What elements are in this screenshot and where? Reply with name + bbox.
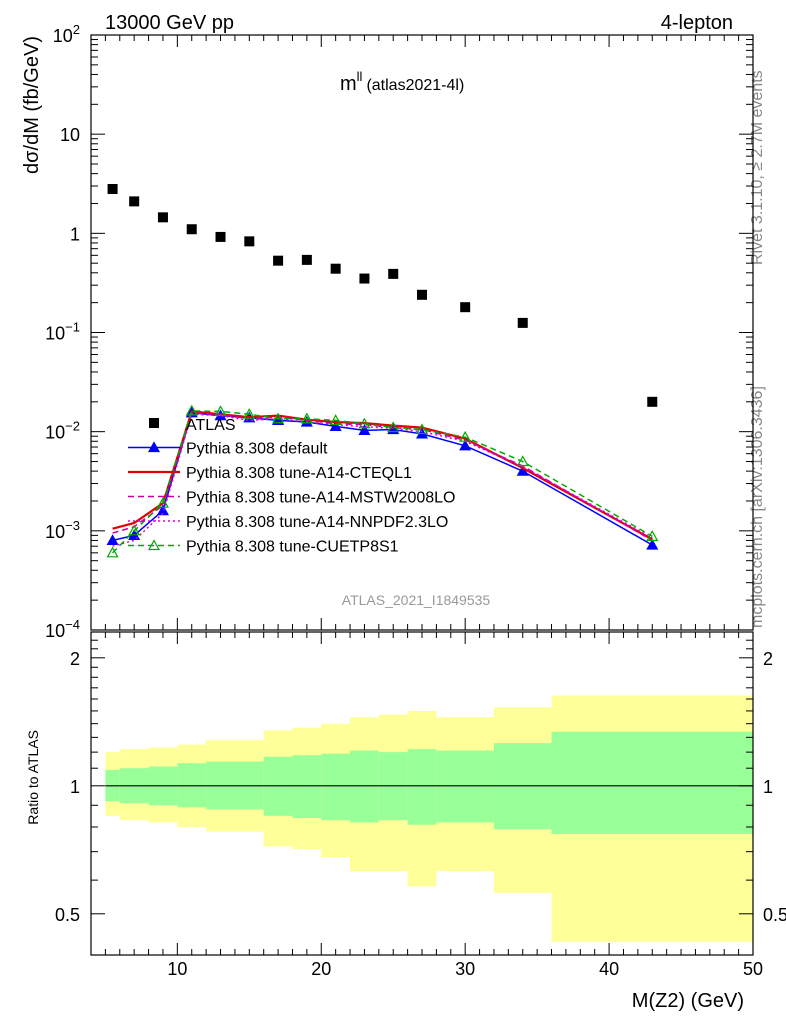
ratio-inner-band-11 <box>436 750 494 823</box>
plot-title: mll(atlas2021-4l) <box>340 69 464 95</box>
series-4-point <box>156 496 169 508</box>
chart-layer: 10 20 30 40 50 10−4 10−3 10−2 10−1 1 10 102 0.5 0.5 1 1… <box>45 22 786 979</box>
ytick-label-main-1: 10−3 <box>45 518 80 542</box>
series-0-point <box>106 534 119 546</box>
ytick-label-main-2: 10−2 <box>45 419 80 443</box>
legend-label-0: Pythia 8.308 default <box>186 441 328 458</box>
ratio-ylabel: Ratio to ATLAS <box>25 730 41 825</box>
series-4-point <box>459 430 472 442</box>
ytick-label-main-4: 1 <box>70 224 80 244</box>
legend-label-3: Pythia 8.308 tune-A14-NNPDF2.3LO <box>186 514 448 531</box>
xtick-label-20: 20 <box>311 959 331 979</box>
atlas-data-point <box>301 254 312 265</box>
series-0-point <box>329 420 342 432</box>
legend-marker-0 <box>147 441 161 453</box>
series-4-point <box>387 421 400 433</box>
ytick-label-ratio-left-0: 0.5 <box>55 905 80 925</box>
mcplots-label: mcplots.cern.ch [arXiv:1306.3436] <box>749 386 766 628</box>
main-ylabel: dσ/dM (fb/GeV) <box>21 36 43 174</box>
series-4-point <box>185 404 198 416</box>
atlas-data-point <box>186 224 197 235</box>
atlas-data-point <box>388 268 399 279</box>
series-4-point <box>300 412 313 424</box>
rivet-version-label: Rivet 3.1.10, ≥ 2.7M events <box>749 70 766 265</box>
series-0-point <box>358 424 371 435</box>
ytick-label-main-6: 102 <box>53 22 80 46</box>
atlas-data-point <box>517 317 528 328</box>
plot-title-sup: ll <box>357 69 363 84</box>
ytick-label-main-3: 10−1 <box>45 320 80 344</box>
atlas-data-point <box>244 236 255 247</box>
series-4-point <box>415 423 429 435</box>
analysis-watermark: ATLAS_2021_I1849535 <box>342 592 491 608</box>
atlas-data-point <box>460 302 471 313</box>
series-4-point <box>646 530 659 541</box>
series-4-point <box>329 414 342 425</box>
ytick-label-main-0: 10−4 <box>45 617 80 641</box>
series-0-point <box>459 439 472 451</box>
header-left-label: 13000 GeV pp <box>105 12 234 34</box>
ytick-label-main-5: 10 <box>60 125 80 145</box>
series-4-point <box>516 455 529 467</box>
series-0-point <box>646 538 659 550</box>
header-right-label: 4-lepton <box>661 12 733 34</box>
atlas-data-point <box>417 289 427 300</box>
series-4-point <box>106 546 119 558</box>
legend-marker-4 <box>147 539 161 551</box>
series-4-point <box>358 417 371 429</box>
xaxis-label: M(Z2) (GeV) <box>632 990 744 1012</box>
atlas-data-point <box>647 396 658 407</box>
legend-label-4: Pythia 8.308 tune-CUETP8S1 <box>186 539 399 556</box>
legend-label-2: Pythia 8.308 tune-A14-MSTW2008LO <box>186 490 455 507</box>
ratio-inner-band-7 <box>321 753 351 821</box>
plot-title-sub: (atlas2021-4l) <box>366 77 464 94</box>
legend-marker-atlas <box>149 418 159 428</box>
atlas-data-point <box>129 196 140 207</box>
xtick-label-10: 10 <box>167 959 187 979</box>
series-0-point <box>156 504 169 516</box>
series-line-3 <box>112 413 653 547</box>
xtick-label-30: 30 <box>455 959 475 979</box>
ratio-inner-band-8 <box>350 750 379 823</box>
plot-title-main: m <box>340 73 357 95</box>
series-4-point <box>214 405 227 417</box>
series-0-point <box>272 414 285 425</box>
series-4-point <box>243 407 256 419</box>
ytick-label-ratio-left-1: 1 <box>70 777 80 797</box>
ytick-label-ratio-right-2: 2 <box>763 649 773 669</box>
ytick-label-ratio-left-2: 2 <box>70 649 80 669</box>
atlas-data-point <box>107 183 118 194</box>
xtick-label-40: 40 <box>599 959 619 979</box>
ratio-inner-band-13 <box>551 731 753 835</box>
ratio-inner-band-6 <box>292 755 322 818</box>
atlas-data-point <box>215 231 226 242</box>
atlas-data-point <box>330 263 341 274</box>
legend-label-1: Pythia 8.308 tune-A14-CTEQL1 <box>186 465 412 482</box>
atlas-data-point <box>157 212 168 223</box>
ytick-label-ratio-right-0: 0.5 <box>763 905 786 925</box>
atlas-data-point <box>273 255 284 266</box>
ytick-label-ratio-right-1: 1 <box>763 777 773 797</box>
xtick-label-50: 50 <box>743 959 763 979</box>
ratio-inner-band-10 <box>407 749 437 825</box>
series-4-point <box>128 524 141 536</box>
atlas-data-point <box>359 273 370 284</box>
series-4-point <box>272 412 285 424</box>
legend-label-atlas: ATLAS <box>186 417 236 434</box>
